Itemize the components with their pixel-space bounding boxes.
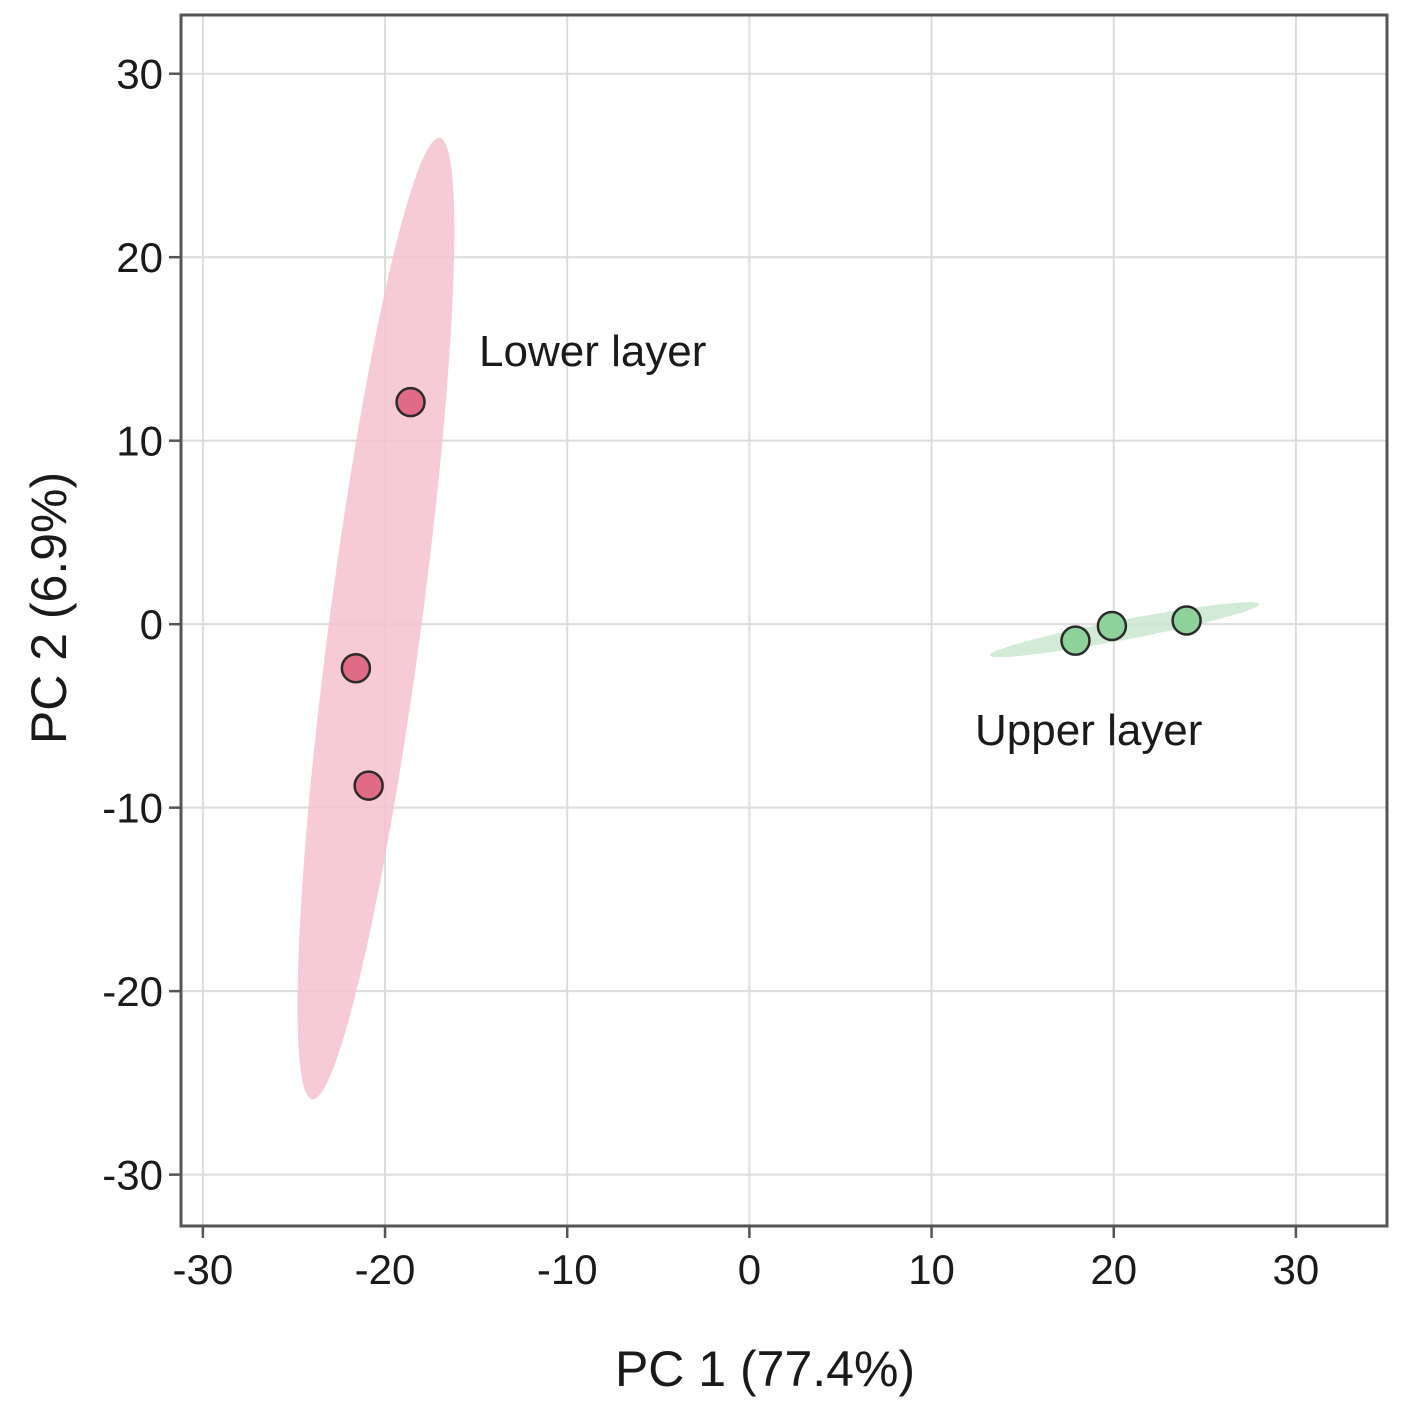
- x-tick-label: -10: [537, 1246, 598, 1293]
- data-point-lower-layer: [340, 652, 372, 684]
- x-axis-title: PC 1 (77.4%): [615, 1341, 915, 1397]
- y-tick-label: 30: [116, 51, 163, 98]
- data-point-upper-layer: [1096, 610, 1128, 642]
- x-tick-label: 20: [1090, 1246, 1137, 1293]
- y-tick-label: -10: [102, 785, 163, 832]
- x-tick-label: 10: [908, 1246, 955, 1293]
- group-label-upper-layer: Upper layer: [975, 706, 1202, 755]
- data-point-lower-layer: [353, 770, 384, 801]
- y-tick-label: 20: [116, 234, 163, 281]
- y-tick-label: -30: [102, 1152, 163, 1199]
- y-tick-label: -20: [102, 968, 163, 1015]
- group-label-lower-layer: Lower layer: [479, 327, 706, 376]
- axis-tick-labels: -30 -20 -10 0 10 20 30 -30 -20 -10 0 10 20 30: [102, 51, 1319, 1293]
- x-tick-label: 0: [738, 1246, 761, 1293]
- y-tick-label: 10: [116, 418, 163, 465]
- data-point-upper-layer: [1060, 625, 1091, 656]
- confidence-ellipse-lower-layer: [297, 137, 455, 1100]
- plot-frame: [179, 13, 1389, 1228]
- group-labels: Lower layer Upper layer: [479, 327, 1202, 755]
- data-point-lower-layer: [395, 386, 426, 418]
- data-point-upper-layer: [1171, 605, 1202, 636]
- data-points: [340, 386, 1202, 801]
- y-tick-label: 0: [140, 601, 163, 648]
- x-tick-label: -30: [173, 1246, 234, 1293]
- axis-ticks: [169, 72, 1298, 1238]
- x-tick-label: -20: [355, 1246, 416, 1293]
- x-tick-label: 30: [1273, 1246, 1320, 1293]
- y-axis-title: PC 2 (6.9%): [21, 472, 77, 744]
